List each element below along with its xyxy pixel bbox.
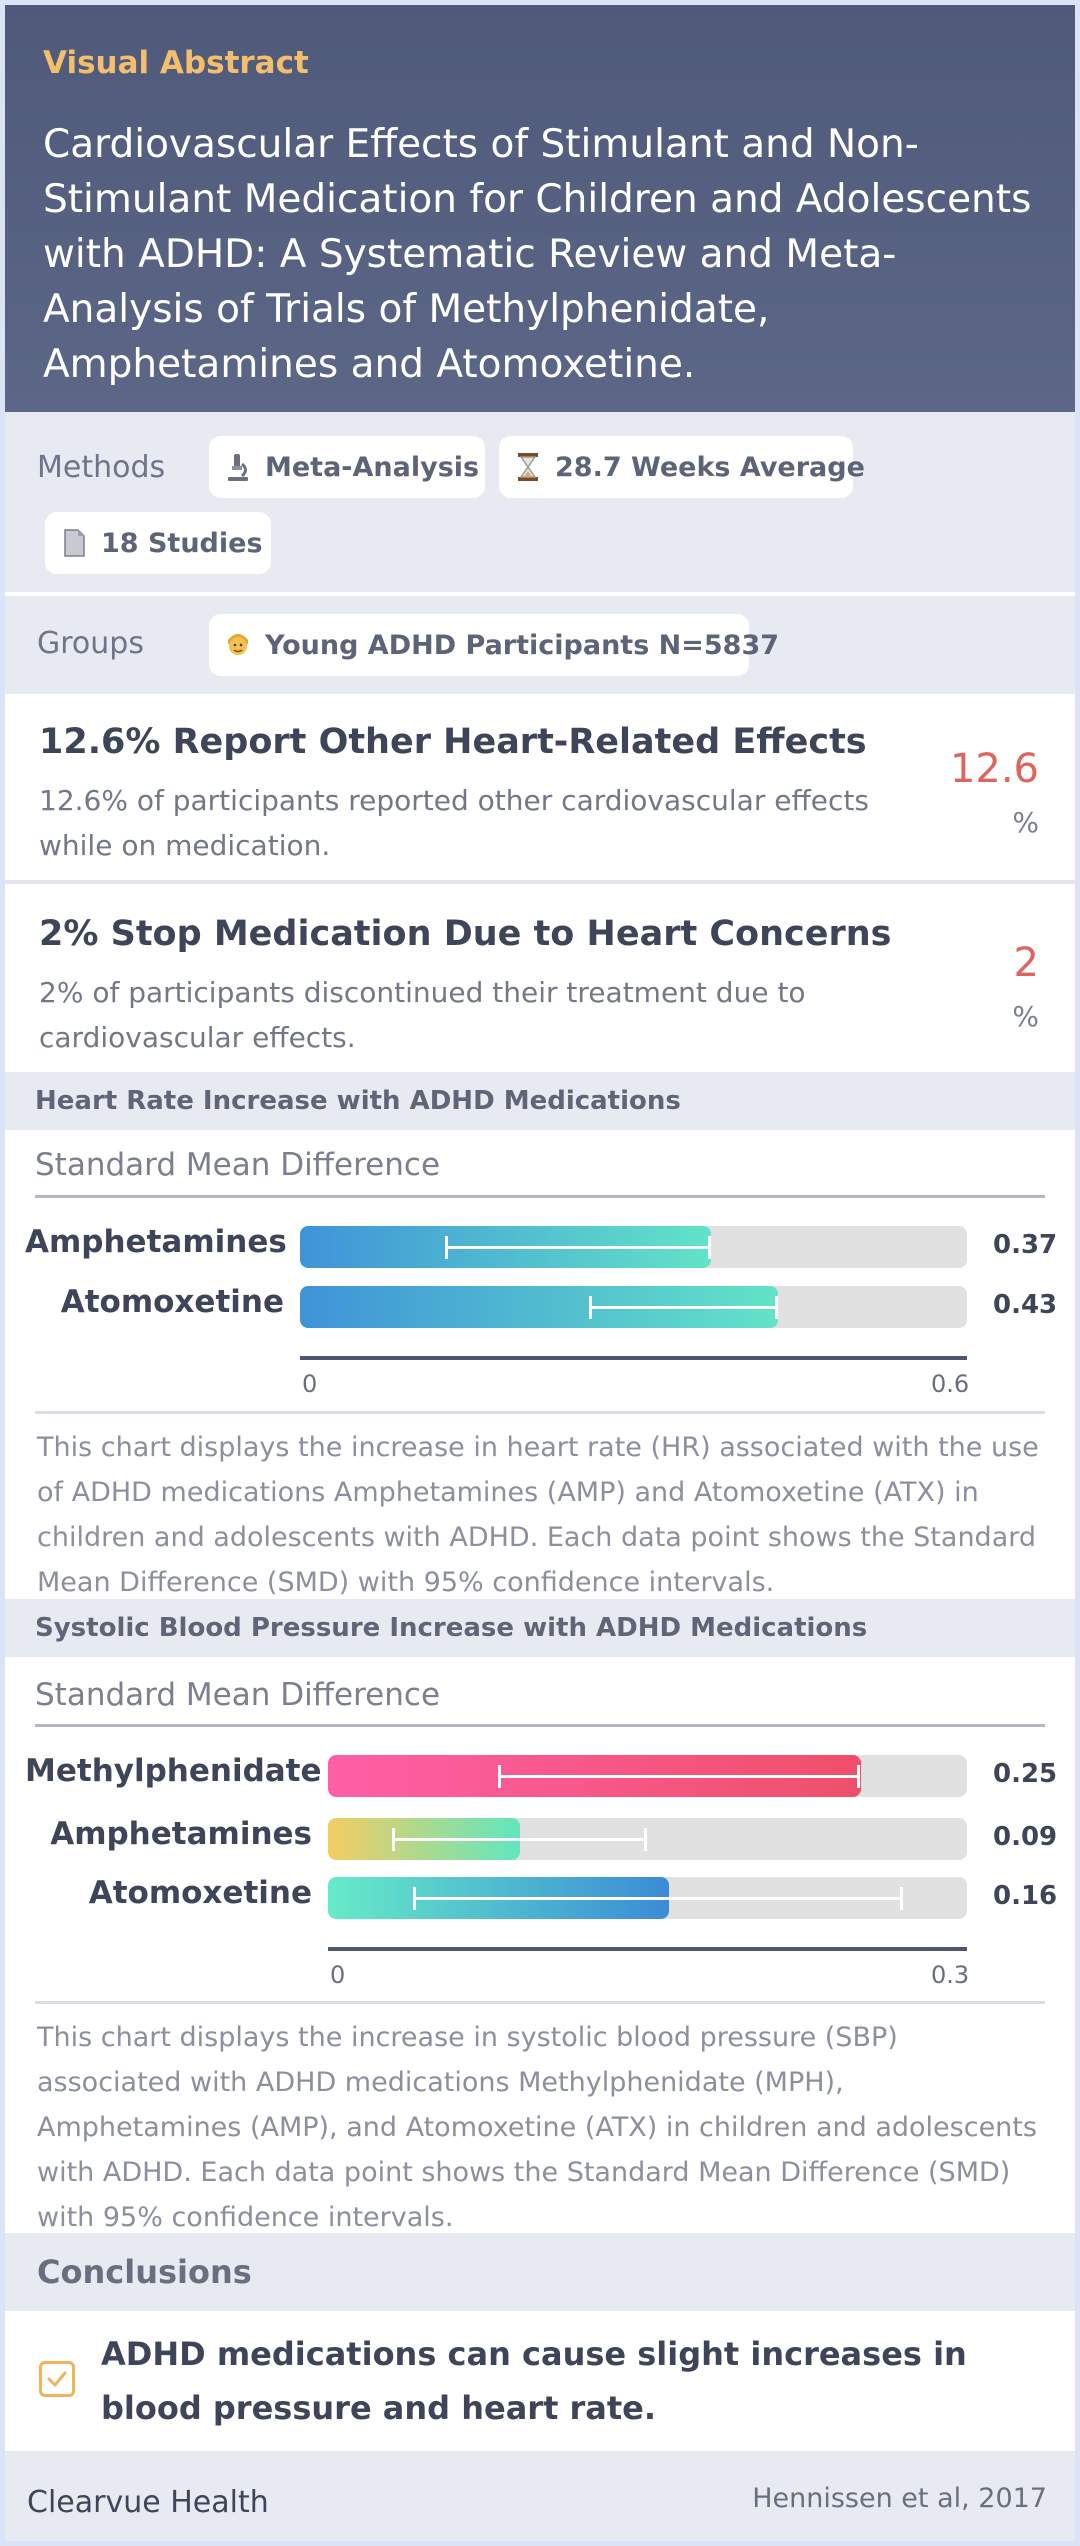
chart-header-rule — [35, 1724, 1045, 1727]
tick-label-min: 0 — [330, 1961, 346, 1989]
stat-value: 12.6 — [949, 746, 1039, 792]
page-title: Cardiovascular Effects of Stimulant and … — [43, 122, 1032, 387]
confidence-interval-amphetamines — [444, 1236, 712, 1259]
value-label-amphetamines: 0.09 — [993, 1822, 1058, 1852]
chip-text: Meta-Analysis — [265, 451, 480, 483]
chip-studies: 18 Studies — [45, 512, 271, 574]
methods-band: Methods Meta-Analysis 28.7 Weeks Average — [5, 412, 1075, 592]
blood-pressure-chart-description: This chart displays the increase in syst… — [37, 2022, 1037, 2233]
x-axis — [300, 1356, 967, 1360]
stat-description: 2% of participants discontinued their tr… — [39, 976, 806, 1054]
tick-label-max: 0.6 — [931, 1370, 970, 1398]
chip-text: 18 Studies — [101, 527, 263, 559]
stat-card-discontinuation: 2% Stop Medication Due to Heart Concerns… — [5, 884, 1075, 1072]
groups-label: Groups — [37, 626, 144, 661]
stat-description: 12.6% of participants reported other car… — [39, 784, 869, 862]
stat-value: 2 — [1013, 940, 1039, 986]
checkbox-icon — [39, 2361, 75, 2397]
conclusions-label: Conclusions — [5, 2233, 1075, 2311]
tick-label-max: 0.3 — [931, 1961, 970, 1989]
value-label-atomoxetine: 0.16 — [993, 1881, 1058, 1911]
microscope-icon — [228, 454, 248, 481]
chart-subtitle: Standard Mean Difference — [35, 1677, 441, 1713]
bar-label-methylphenidate: Methylphenidate — [25, 1753, 322, 1789]
stat-title: 12.6% Report Other Heart-Related Effects — [39, 722, 867, 762]
confidence-interval-atomoxetine — [589, 1296, 778, 1319]
chart-footer-rule — [35, 2001, 1045, 2004]
heart-rate-chart-description: This chart displays the increase in hear… — [37, 1432, 1039, 1598]
chart-footer-rule — [35, 1411, 1045, 1414]
document-icon — [64, 529, 85, 557]
divider — [5, 880, 1075, 884]
chip-text: 28.7 Weeks Average — [555, 451, 865, 483]
check-icon — [47, 2371, 67, 2387]
header: Visual Abstract Cardiovascular Effects o… — [5, 5, 1075, 412]
bar-label-amphetamines: Amphetamines — [25, 1224, 287, 1260]
chart-title-blood-pressure: Systolic Blood Pressure Increase with AD… — [5, 1599, 1075, 1657]
stat-card-other-effects: 12.6% Report Other Heart-Related Effects… — [5, 694, 1075, 880]
footer: Clearvue Health Hennissen et al, 2017 — [5, 2451, 1075, 2541]
chip-text: Young ADHD Participants N=5837 — [265, 629, 780, 661]
stat-unit: % — [1012, 806, 1039, 839]
chip-duration: 28.7 Weeks Average — [499, 436, 865, 498]
conclusion-text: ADHD medications can cause slight increa… — [101, 2335, 967, 2427]
kicker-label: Visual Abstract — [43, 45, 309, 81]
methods-label: Methods — [37, 450, 166, 485]
chart-title-heart-rate: Heart Rate Increase with ADHD Medication… — [5, 1072, 1075, 1130]
value-label-methylphenidate: 0.25 — [993, 1759, 1058, 1789]
chip-meta-analysis: Meta-Analysis — [209, 436, 485, 498]
x-axis — [328, 1947, 967, 1951]
stat-title: 2% Stop Medication Due to Heart Concerns — [39, 914, 892, 954]
hourglass-icon — [518, 453, 538, 481]
chip-participants: Young ADHD Participants N=5837 — [209, 614, 779, 676]
confidence-interval-atomoxetine — [413, 1887, 904, 1910]
value-label-amphetamines: 0.37 — [993, 1230, 1058, 1260]
tick-label-min: 0 — [302, 1370, 318, 1398]
groups-band: Groups Young ADHD Participants N=5837 — [5, 596, 1075, 694]
bar-label-amphetamines: Amphetamines — [50, 1816, 312, 1852]
divider — [5, 592, 1075, 596]
bar-label-atomoxetine: Atomoxetine — [88, 1875, 312, 1911]
value-label-atomoxetine: 0.43 — [993, 1290, 1058, 1320]
confidence-interval-amphetamines — [391, 1828, 648, 1851]
bar-label-atomoxetine: Atomoxetine — [60, 1284, 284, 1320]
brand-name: Clearvue Health — [27, 2485, 269, 2520]
chart-subtitle: Standard Mean Difference — [35, 1147, 441, 1183]
confidence-interval-methylphenidate — [498, 1765, 861, 1788]
citation: Hennissen et al, 2017 — [752, 2483, 1047, 2514]
person-icon — [228, 634, 248, 655]
chart-header-rule — [35, 1195, 1045, 1198]
stat-unit: % — [1012, 1000, 1039, 1033]
